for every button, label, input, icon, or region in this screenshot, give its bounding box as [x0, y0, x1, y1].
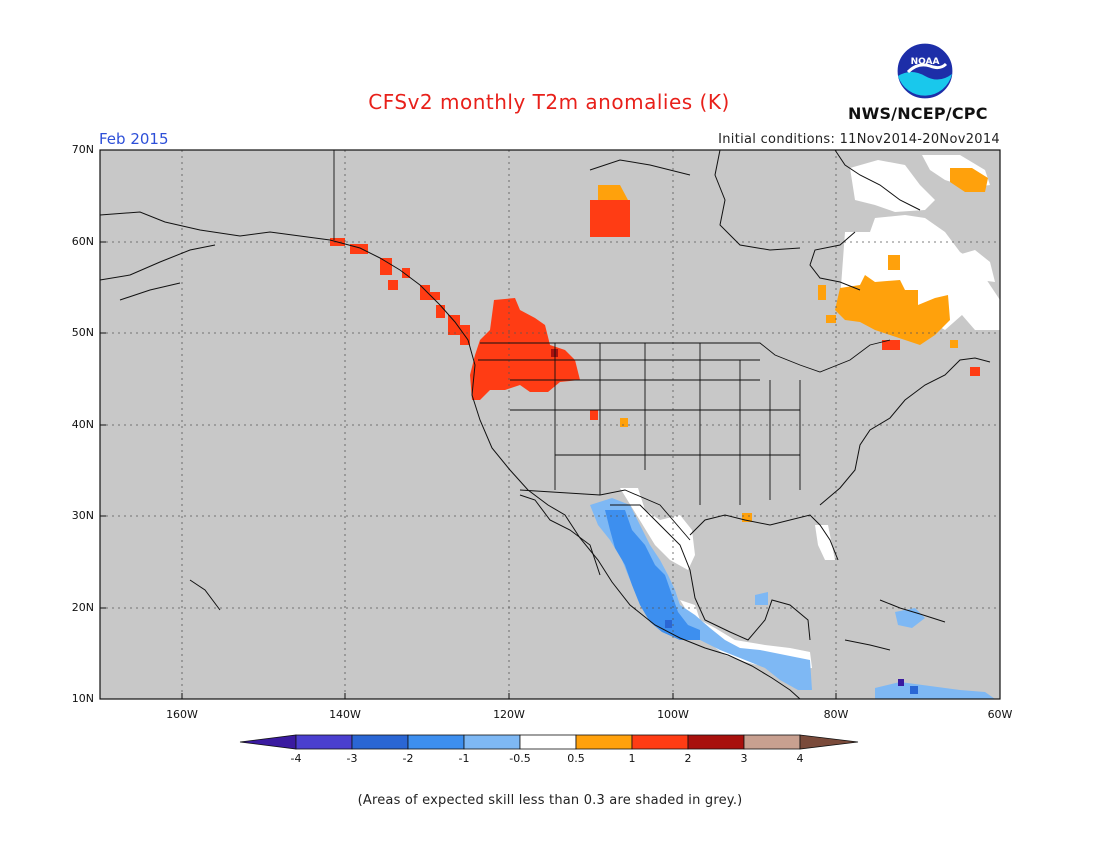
lat-label: 50N [71, 326, 94, 339]
lat-label: 40N [71, 418, 94, 431]
colorbar-swatch-2-1 [407, 734, 465, 750]
colorbar-tick-label: -2 [402, 752, 414, 765]
coastlines [99, 149, 991, 700]
colorbar-swatch-1-05 [463, 734, 521, 750]
lon-label: 60W [987, 708, 1013, 721]
colorbar-swatch-lt-4 [239, 734, 297, 750]
initial-conditions-label: Initial conditions: 11Nov2014-20Nov2014 [718, 132, 1000, 147]
skill-footnote: (Areas of expected skill less than 0.3 a… [357, 793, 743, 808]
orange-warm-areas [598, 168, 988, 522]
colorbar-tick-label: -4 [290, 752, 302, 765]
lon-label: 100W [657, 708, 689, 721]
colorbar-tick-label: 4 [796, 752, 804, 765]
colorbar-swatch-4-3 [295, 734, 353, 750]
graticule [100, 150, 1000, 699]
lon-label: 160W [166, 708, 198, 721]
indigo-cold-areas [898, 679, 904, 686]
noaa-logo: NOAA [896, 42, 954, 100]
blue-cold-areas [605, 510, 700, 640]
lon-label: 120W [493, 708, 525, 721]
colorbar-tick-label: 1 [628, 752, 636, 765]
valid-month-label: Feb 2015 [99, 130, 169, 148]
lon-label: 140W [329, 708, 361, 721]
lat-label: 10N [71, 692, 94, 705]
colorbar-swatch-3-4 [743, 734, 801, 750]
colorbar-tick-label: 3 [740, 752, 748, 765]
colorbar [239, 734, 859, 750]
colorbar-tick-label: 0.5 [567, 752, 585, 765]
colorbar-swatch-3-2 [351, 734, 409, 750]
colorbar-tick-label: -0.5 [509, 752, 531, 765]
colorbar-tick-label: -1 [458, 752, 470, 765]
axis-ticks [100, 149, 837, 699]
political-borders [333, 150, 891, 541]
lat-label: 20N [71, 601, 94, 614]
darkblue-cold-areas [665, 620, 918, 694]
darkred-warm-areas [551, 349, 558, 357]
colorbar-swatch-2-3 [687, 734, 745, 750]
colorbar-swatch-05-1 [575, 734, 633, 750]
lat-label: 60N [71, 235, 94, 248]
colorbar-tick-label: -3 [346, 752, 358, 765]
organization-label: NWS/NCEP/CPC [848, 104, 988, 123]
chart-title: CFSv2 monthly T2m anomalies (K) [368, 90, 730, 114]
lon-label: 80W [823, 708, 849, 721]
colorbar-swatch-1-2 [631, 734, 689, 750]
logo-text: NOAA [911, 57, 940, 67]
colorbar-tick-label: 2 [684, 752, 692, 765]
colorbar-swatch-05-05 [519, 734, 577, 750]
red-warm-areas [330, 200, 980, 420]
lat-label: 30N [71, 509, 94, 522]
lat-label: 70N [71, 143, 94, 156]
colorbar-swatch-gt-4 [799, 734, 859, 750]
